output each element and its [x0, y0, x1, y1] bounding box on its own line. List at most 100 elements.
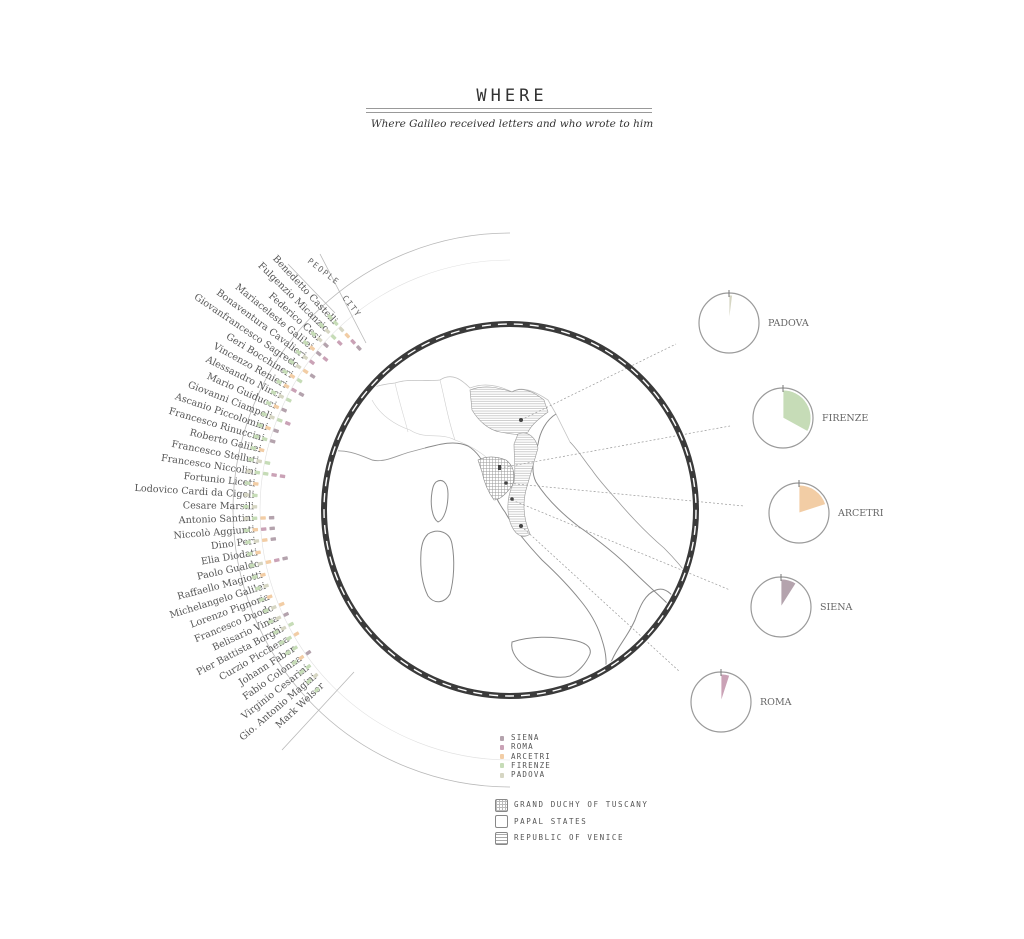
legend-swatch-firenze [500, 763, 504, 769]
legend-swatch-arcetri [500, 754, 504, 760]
letter-mark-padova [243, 493, 250, 497]
letter-mark-firenze [243, 504, 249, 509]
page-subtitle: Where Galileo received letters and who w… [370, 118, 654, 130]
letter-mark-roma [309, 359, 315, 366]
guide-firenze [499, 425, 731, 469]
legend-item-siena: SIENA [500, 733, 551, 742]
letter-mark-padova [275, 615, 282, 621]
marker-arcetri [504, 481, 508, 485]
letter-mark-roma [322, 356, 329, 362]
legend-label-venice: REPUBLIC OF VENICE [514, 833, 625, 842]
letter-mark-padova [295, 363, 302, 370]
person-label: Cesare Marsili [183, 500, 254, 512]
legend-item-tuscany: GRAND DUCHY OF TUSCANY [495, 798, 649, 815]
letter-mark-firenze [330, 334, 337, 340]
divider-bottom [281, 671, 355, 751]
legend-label-firenze: FIRENZE [511, 760, 552, 770]
letter-mark-firenze [261, 411, 267, 417]
legend-label-arcetri: ARCETRI [511, 751, 552, 761]
pie-label-arcetri: ARCETRI [837, 508, 884, 519]
letter-mark-siena [309, 373, 316, 379]
marker-padova [519, 418, 523, 422]
letter-mark-firenze [298, 669, 305, 675]
letter-mark-arcetri [293, 631, 300, 637]
letter-mark-siena [283, 611, 290, 617]
letter-mark-padova [257, 561, 264, 566]
letter-mark-arcetri [259, 572, 266, 578]
letter-marks [243, 314, 362, 693]
letter-mark-firenze [282, 369, 289, 375]
letter-mark-firenze [257, 422, 263, 428]
letter-mark-firenze [249, 563, 255, 568]
letter-mark-padova [246, 469, 252, 474]
letter-mark-firenze [291, 659, 298, 666]
city-pies: PADOVA FIRENZE ARCETRI SIENA ROMA [690, 290, 884, 733]
letter-mark-siena [356, 345, 362, 351]
letter-mark-firenze [286, 635, 292, 641]
legend-swatch-siena [500, 735, 504, 741]
letter-mark-firenze [332, 320, 339, 326]
city-guide-lines [499, 343, 745, 673]
papal-states-swatch [495, 815, 508, 828]
letter-mark-roma [336, 340, 343, 346]
divider-top-b [319, 253, 367, 344]
pie-siena: SIENA [750, 574, 853, 638]
page-title: WHERE [476, 86, 548, 106]
guide-padova [520, 343, 677, 421]
letter-mark-siena [269, 526, 275, 531]
letter-mark-siena [323, 342, 329, 349]
letter-mark-padova [338, 326, 345, 333]
letter-mark-padova [278, 393, 285, 399]
legend-label-tuscany: GRAND DUCHY OF TUSCANY [514, 800, 649, 809]
letter-mark-padova [251, 505, 258, 509]
letter-mark-arcetri [273, 404, 280, 410]
letter-mark-firenze [262, 471, 269, 476]
letter-mark-arcetri [298, 654, 305, 661]
letter-mark-firenze [265, 400, 272, 406]
letter-mark-firenze [273, 629, 279, 635]
letter-mark-firenze [254, 586, 261, 591]
letter-mark-firenze [305, 664, 312, 670]
letter-mark-siena [273, 428, 280, 434]
pie-label-firenze: FIRENZE [822, 413, 868, 424]
letter-mark-siena [282, 556, 288, 561]
guide-siena [511, 499, 731, 591]
letter-mark-firenze [250, 445, 257, 451]
letter-mark-roma [284, 421, 291, 426]
letter-mark-firenze [285, 397, 292, 403]
letter-mark-padova [312, 672, 319, 679]
map-ring-dashes [323, 323, 697, 697]
letter-mark-firenze [244, 481, 251, 486]
letter-mark-arcetri [255, 550, 261, 555]
letter-mark-padova [256, 459, 263, 464]
title-rule [366, 108, 652, 113]
letter-mark-firenze [253, 434, 260, 439]
letter-mark-arcetri [258, 447, 265, 453]
letter-mark-firenze [306, 678, 312, 684]
letter-mark-firenze [261, 436, 268, 442]
legend-item-papal-states: PAPAL STATES [495, 815, 649, 832]
city-legend: SIENA ROMA ARCETRI FIRENZE PADOVA [500, 733, 551, 779]
pie-label-padova: PADOVA [768, 318, 809, 329]
italy-map [328, 328, 692, 692]
person-label: Dino Peri [210, 536, 256, 552]
letter-mark-arcetri [309, 345, 316, 351]
city-markers [498, 418, 523, 528]
pie-label-roma: ROMA [760, 697, 792, 708]
legend-swatch-padova [500, 772, 504, 778]
letter-mark-arcetri [252, 527, 259, 532]
letter-mark-firenze [258, 597, 265, 603]
pie-slice-firenze [782, 389, 812, 433]
letter-mark-padova [243, 516, 249, 521]
letter-mark-roma [291, 387, 297, 393]
letter-mark-firenze [276, 379, 283, 385]
legend-item-arcetri: ARCETRI [500, 752, 551, 761]
pie-roma: ROMA [690, 669, 792, 733]
letter-mark-roma [260, 527, 267, 531]
pie-arcetri: ARCETRI [768, 480, 884, 544]
pie-label-siena: SIENA [820, 602, 853, 613]
letter-mark-siena [305, 649, 312, 656]
letter-mark-firenze [244, 528, 250, 533]
letter-mark-arcetri [344, 332, 351, 339]
